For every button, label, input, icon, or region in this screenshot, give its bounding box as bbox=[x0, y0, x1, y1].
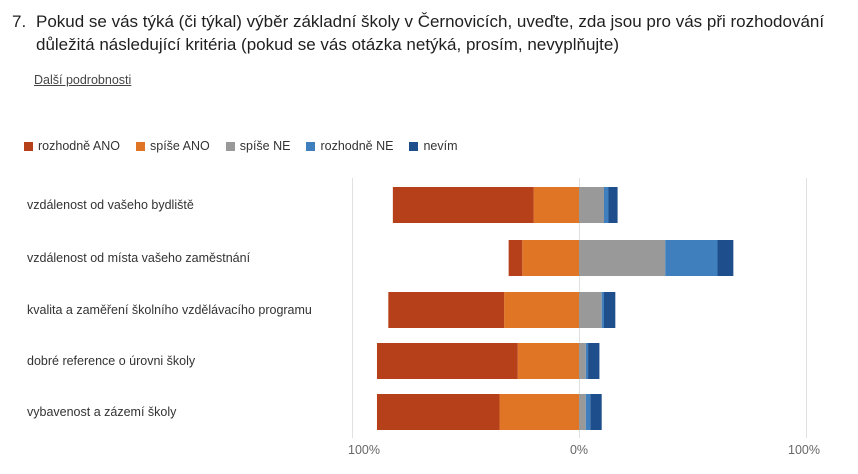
category-label: vzdálenost od místa vašeho zaměstnání bbox=[27, 251, 251, 265]
bar-segment[interactable] bbox=[392, 187, 534, 223]
bar-segment[interactable] bbox=[585, 394, 591, 430]
legend-swatch bbox=[306, 141, 316, 151]
bar-segment[interactable] bbox=[579, 394, 586, 430]
legend-item: rozhodně NE bbox=[306, 139, 393, 153]
legend-label: rozhodně NE bbox=[320, 139, 394, 153]
category-label: vybavenost a zázemí školy bbox=[27, 405, 177, 419]
bar-segment[interactable] bbox=[499, 394, 579, 430]
x-tick-label: 100% bbox=[348, 443, 380, 457]
legend-label: spíše NE bbox=[239, 139, 291, 153]
bar-segment[interactable] bbox=[665, 240, 718, 276]
bar-segment[interactable] bbox=[388, 292, 505, 328]
legend-label: spíše ANO bbox=[150, 139, 210, 153]
bar-segment[interactable] bbox=[517, 343, 579, 379]
bar-segment[interactable] bbox=[376, 394, 500, 430]
bar-segment[interactable] bbox=[579, 240, 666, 276]
bar-segment[interactable] bbox=[508, 240, 523, 276]
bar-segment[interactable] bbox=[608, 187, 618, 223]
legend-label: nevím bbox=[423, 139, 458, 153]
question-number: 7. bbox=[12, 12, 27, 31]
legend-swatch bbox=[24, 141, 33, 151]
bar-segment[interactable] bbox=[522, 240, 579, 276]
chart-legend: rozhodně ANO spíše ANO spíše NE rozhodně NE… bbox=[24, 138, 473, 154]
legend-item: rozhodně ANO bbox=[24, 139, 120, 153]
legend-swatch bbox=[225, 141, 235, 151]
bar-segment[interactable] bbox=[579, 343, 586, 379]
x-tick-label: 0% bbox=[570, 443, 588, 457]
bar-segment[interactable] bbox=[504, 292, 579, 328]
legend-swatch bbox=[409, 141, 419, 151]
bar-segment[interactable] bbox=[717, 240, 734, 276]
category-label: vzdálenost od vašeho bydliště bbox=[27, 198, 194, 212]
legend-swatch bbox=[136, 141, 145, 151]
bar-segment[interactable] bbox=[603, 292, 616, 328]
question-text: Pokud se vás týká (či týkal) výběr zákla… bbox=[36, 12, 825, 54]
bar-segment[interactable] bbox=[376, 343, 518, 379]
legend-item: nevím bbox=[409, 139, 457, 153]
details-link[interactable]: Další podrobnosti bbox=[34, 73, 132, 87]
bar-segment[interactable] bbox=[603, 187, 609, 223]
bar-segment[interactable] bbox=[579, 292, 602, 328]
bar-segment[interactable] bbox=[533, 187, 579, 223]
legend-item: spíše ANO bbox=[136, 139, 210, 153]
bar-segment[interactable] bbox=[579, 187, 604, 223]
legend-label: rozhodně ANO bbox=[38, 139, 120, 153]
bar-segment[interactable] bbox=[585, 343, 589, 379]
bar-segment[interactable] bbox=[590, 394, 602, 430]
bar-segment[interactable] bbox=[588, 343, 600, 379]
x-tick-label: 100% bbox=[788, 443, 820, 457]
category-label: dobré reference o úrovni školy bbox=[27, 354, 196, 368]
bar-segment[interactable] bbox=[601, 292, 604, 328]
legend-item: spíše NE bbox=[225, 139, 291, 153]
category-label: kvalita a zaměření školního vzdělávacího… bbox=[27, 303, 312, 317]
